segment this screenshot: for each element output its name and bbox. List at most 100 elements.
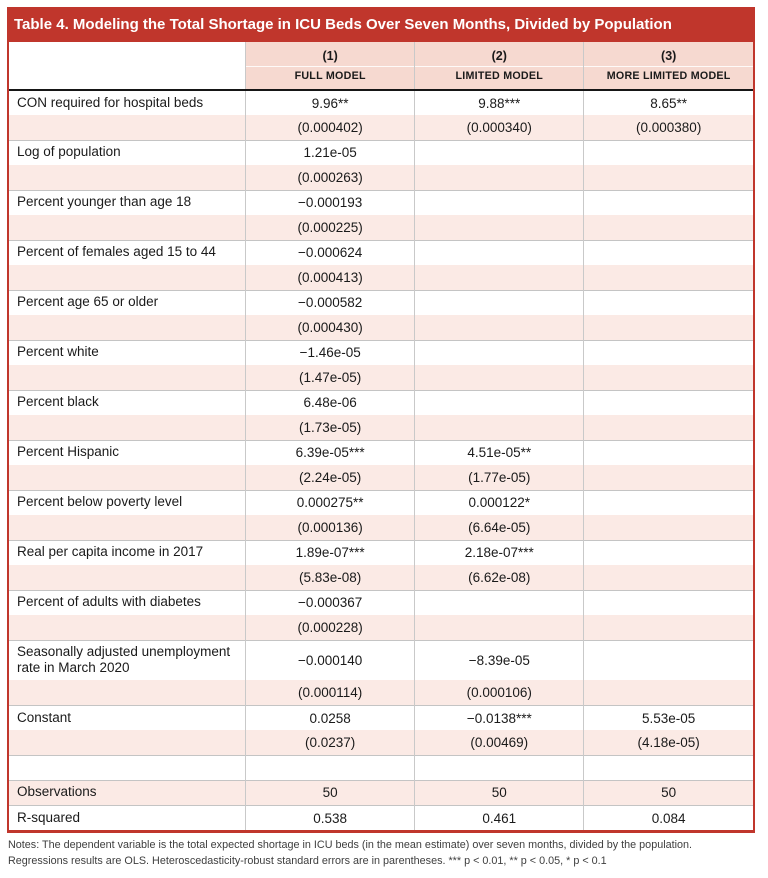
row-value	[414, 754, 584, 781]
table-row: (0.000413)	[9, 265, 753, 290]
table-row: (1.47e-05)	[9, 365, 753, 390]
row-label	[9, 680, 246, 705]
row-value	[583, 265, 753, 290]
column-header-more-limited-model: MORE LIMITED MODEL	[583, 66, 753, 91]
table-row: CON required for hospital beds 9.96** 9.88…	[9, 90, 753, 115]
row-value: −0.000140	[245, 639, 415, 681]
row-label	[9, 415, 246, 440]
row-label: Constant	[9, 704, 246, 731]
row-value: 50	[245, 779, 415, 806]
table-row: Percent Hispanic 6.39e-05*** 4.51e-05**	[9, 439, 753, 465]
column-number-3: (3)	[583, 42, 753, 67]
table-row: (0.000225)	[9, 215, 753, 240]
table-row: R-squared 0.538 0.461 0.084	[9, 804, 753, 831]
column-number-row: (1) (2) (3)	[9, 42, 753, 67]
row-value	[414, 615, 584, 640]
row-label	[9, 615, 246, 640]
regression-table: (1) (2) (3) FULL MODEL LIMITED MODEL MOR…	[9, 42, 753, 831]
row-value	[414, 415, 584, 440]
row-value: −0.000367	[245, 589, 415, 615]
row-value	[583, 539, 753, 565]
row-value	[414, 139, 584, 165]
row-value: 1.21e-05	[245, 139, 415, 165]
row-value: 6.39e-05***	[245, 439, 415, 465]
row-value: 0.538	[245, 804, 415, 831]
row-value	[583, 165, 753, 190]
header-blank-cell	[9, 66, 246, 91]
row-value	[583, 680, 753, 706]
row-value	[414, 239, 584, 265]
row-label: Real per capita income in 2017	[9, 539, 246, 565]
table-row: (0.000136) (6.64e-05)	[9, 515, 753, 540]
row-label: Percent below poverty level	[9, 489, 246, 515]
column-header-limited-model: LIMITED MODEL	[414, 66, 584, 91]
row-value	[583, 215, 753, 240]
table-row: (0.000263)	[9, 165, 753, 190]
row-value	[583, 515, 753, 540]
row-label: Observations	[9, 779, 246, 806]
table-body: CON required for hospital beds 9.96** 9.88…	[9, 90, 753, 831]
row-label	[9, 565, 246, 590]
row-label: Log of population	[9, 139, 246, 165]
row-value: (1.77e-05)	[414, 465, 584, 490]
row-label: Seasonally adjusted unemployment rate in…	[9, 639, 246, 681]
row-value: 0.000275**	[245, 489, 415, 515]
table-row: Percent of adults with diabetes −0.000367	[9, 589, 753, 615]
row-label	[9, 215, 246, 240]
row-value: (6.62e-08)	[414, 565, 584, 590]
row-value: 50	[414, 779, 584, 806]
row-value: 2.18e-07***	[414, 539, 584, 565]
row-value	[414, 215, 584, 240]
row-value	[583, 139, 753, 165]
table-header: (1) (2) (3) FULL MODEL LIMITED MODEL MOR…	[9, 42, 753, 91]
row-value: (0.000106)	[414, 680, 584, 706]
table-notes: Notes: The dependent variable is the tot…	[8, 839, 693, 867]
row-value: (0.000380)	[583, 115, 753, 140]
row-value: (2.24e-05)	[245, 465, 415, 490]
row-label	[9, 165, 246, 190]
table-row: (0.000228)	[9, 615, 753, 640]
row-value	[583, 289, 753, 315]
table-row: Constant 0.0258 −0.0138*** 5.53e-05	[9, 704, 753, 731]
row-label	[9, 265, 246, 290]
row-value: 0.084	[583, 804, 753, 831]
row-value	[583, 465, 753, 490]
row-label: Percent of adults with diabetes	[9, 589, 246, 615]
row-value: 0.000122*	[414, 489, 584, 515]
table-row: Log of population 1.21e-05	[9, 139, 753, 165]
row-value	[583, 339, 753, 365]
row-value	[583, 189, 753, 215]
row-value	[583, 754, 753, 781]
row-value: (0.0237)	[245, 730, 415, 756]
column-number-2: (2)	[414, 42, 584, 67]
row-value: 9.88***	[414, 90, 584, 115]
row-label	[9, 465, 246, 490]
table-title: Table 4. Modeling the Total Shortage in …	[9, 9, 753, 42]
row-value	[583, 415, 753, 440]
row-label: Percent white	[9, 339, 246, 365]
regression-table-frame: Table 4. Modeling the Total Shortage in …	[7, 7, 755, 834]
row-value	[414, 365, 584, 390]
row-value: −0.000582	[245, 289, 415, 315]
row-value: 4.51e-05**	[414, 439, 584, 465]
row-value	[414, 315, 584, 340]
row-label: Percent of females aged 15 to 44	[9, 239, 246, 265]
table-row: Percent below poverty level 0.000275** 0.0…	[9, 489, 753, 515]
table-row: (1.73e-05)	[9, 415, 753, 440]
row-label	[9, 754, 246, 781]
row-value	[583, 389, 753, 415]
row-value: (0.000413)	[245, 265, 415, 290]
row-value	[583, 489, 753, 515]
row-value	[583, 565, 753, 590]
table-row: Percent of females aged 15 to 44 −0.00062…	[9, 239, 753, 265]
row-value	[414, 589, 584, 615]
row-value: 1.89e-07***	[245, 539, 415, 565]
row-label: CON required for hospital beds	[17, 94, 204, 110]
row-value: −0.000624	[245, 239, 415, 265]
row-value: (1.47e-05)	[245, 365, 415, 390]
row-value: 50	[583, 779, 753, 806]
table-row: (0.000402) (0.000340) (0.000380)	[9, 115, 753, 140]
table-row: Observations 50 50 50	[9, 779, 753, 806]
row-value: (1.73e-05)	[245, 415, 415, 440]
row-value: (6.64e-05)	[414, 515, 584, 540]
